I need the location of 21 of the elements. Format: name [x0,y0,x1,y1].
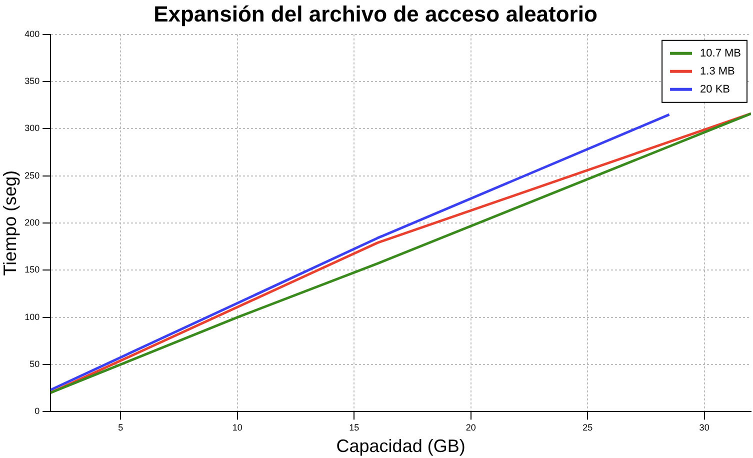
y-tick-label: 100 [24,312,40,322]
legend-label: 20 KB [700,83,730,96]
y-axis-title: Tiempo (seg) [0,170,20,276]
y-tick-label: 150 [24,264,40,275]
x-tick-label: 25 [582,422,593,432]
x-tick-label: 20 [466,422,476,432]
chart-title: Expansión del archivo de acceso aleatorio [154,1,598,26]
y-tick-label: 300 [24,123,40,134]
x-tick-label: 5 [118,422,124,432]
y-tick-label: 0 [34,406,40,416]
y-tick-label: 200 [24,217,40,228]
x-axis-title: Capacidad (GB) [336,436,466,456]
y-tick-label: 50 [30,358,40,369]
x-tick-label: 30 [699,422,710,432]
y-tick-label: 400 [24,28,40,39]
x-tick-label: 10 [232,422,242,432]
legend-label: 1.3 MB [700,65,735,78]
x-tick-label: 15 [349,422,360,432]
legend-label: 10.7 MB [700,47,742,60]
y-tick-label: 350 [24,76,40,86]
y-tick-label: 250 [24,170,40,180]
